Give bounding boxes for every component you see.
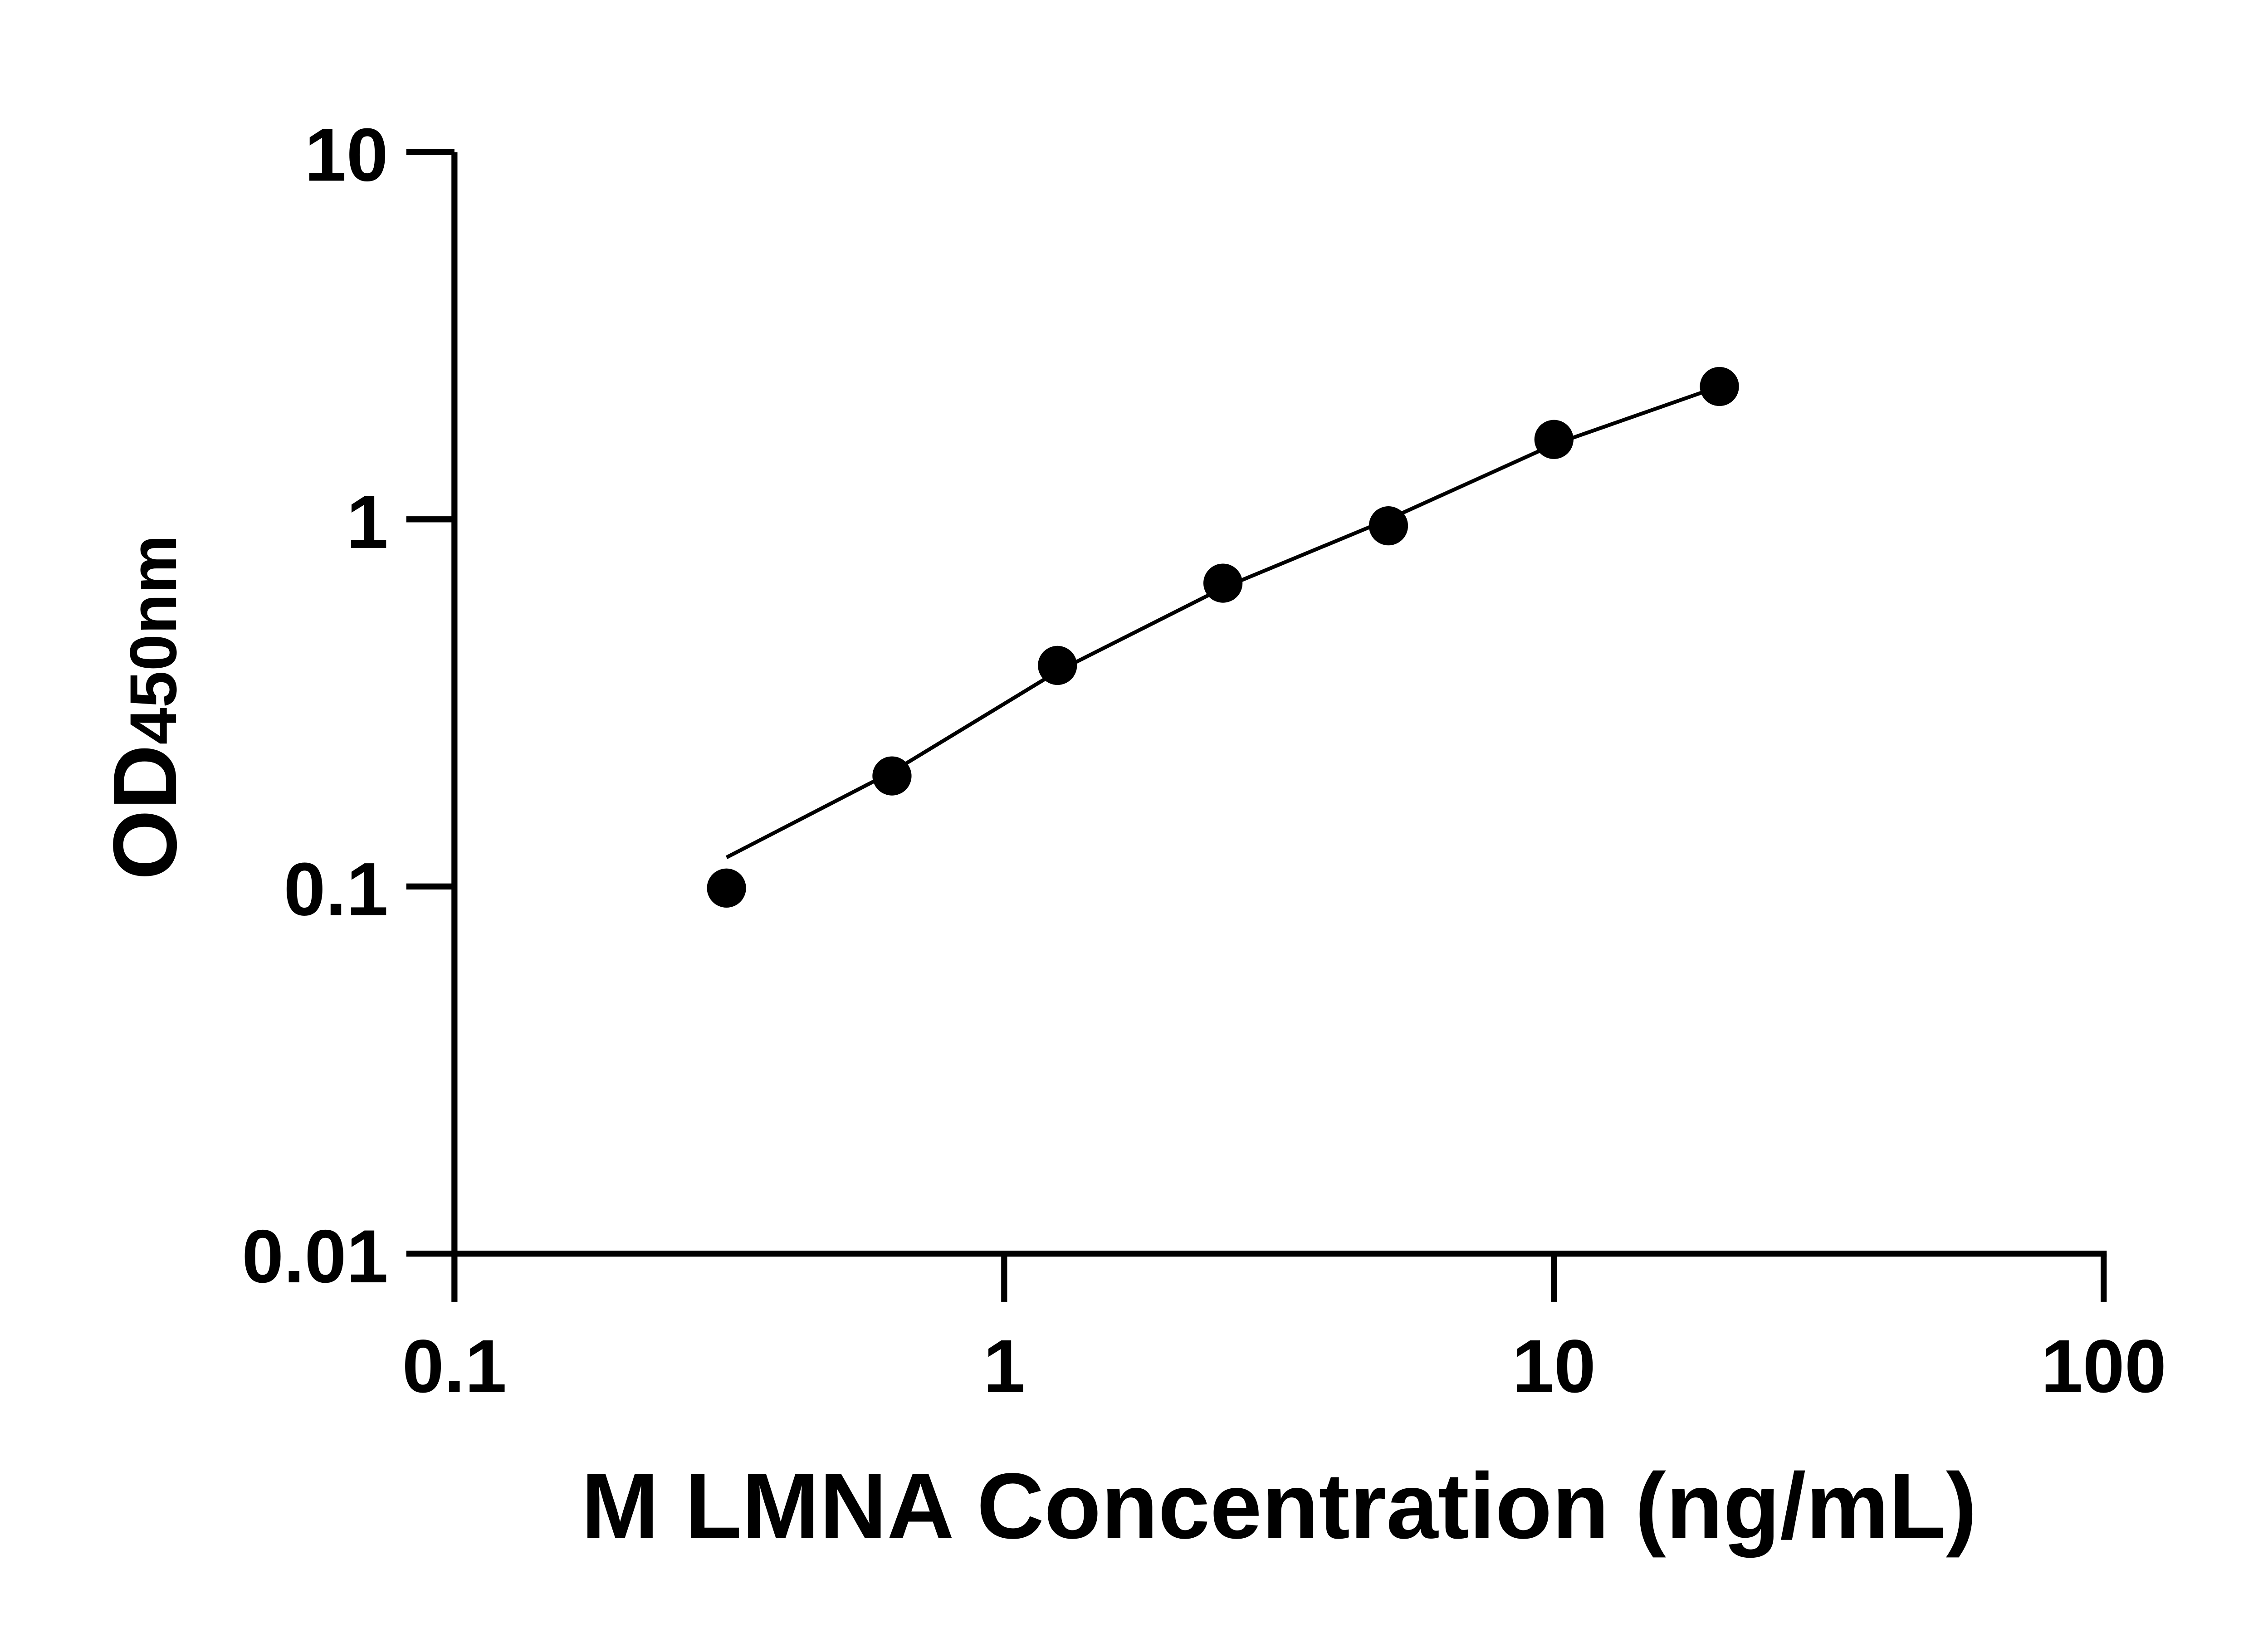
fit-curve-layer	[725, 384, 1720, 859]
axes	[451, 152, 2107, 1257]
data-point	[1203, 563, 1243, 603]
y-tick-label: 10	[304, 113, 388, 197]
y-tick-label: 0.01	[242, 1215, 388, 1299]
data-point	[872, 756, 912, 796]
x-tick-label: 10	[1512, 1325, 1596, 1408]
y-tick-label: 0.1	[284, 847, 388, 931]
fit-curve	[725, 384, 1720, 859]
y-axis-label: OD450nm	[95, 535, 196, 880]
data-point	[1369, 506, 1408, 546]
data-point	[1038, 645, 1077, 685]
data-points	[707, 367, 1739, 908]
y-axis-label-sub: 450nm	[116, 535, 190, 744]
data-point	[1534, 420, 1574, 459]
x-tick-label: 0.1	[402, 1325, 507, 1408]
data-point	[707, 868, 746, 908]
y-axis-label-main: OD	[95, 744, 196, 880]
x-tick-label: 1	[983, 1325, 1025, 1408]
x-axis-label: M LMNA Concentration (ng/mL)	[581, 1454, 1977, 1558]
y-tick-label: 1	[347, 480, 388, 564]
x-tick-label: 100	[2041, 1325, 2166, 1408]
data-point	[1700, 367, 1739, 406]
